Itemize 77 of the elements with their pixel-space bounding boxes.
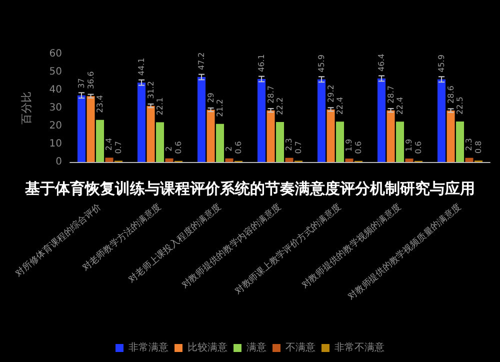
bar xyxy=(86,96,95,162)
data-label: 2 xyxy=(164,146,174,152)
data-label: 0.7 xyxy=(294,141,303,154)
data-label: 0.6 xyxy=(414,141,423,154)
bar xyxy=(465,158,474,162)
data-label: 22.1 xyxy=(156,97,164,116)
data-label: 23.4 xyxy=(96,95,104,113)
bar xyxy=(165,158,174,162)
data-label: 22.2 xyxy=(276,97,284,116)
bar xyxy=(258,79,266,162)
bar xyxy=(285,158,294,162)
bar xyxy=(266,110,275,162)
y-tick-label: 20 xyxy=(49,120,62,132)
legend-label: 非常满意 xyxy=(128,342,168,354)
bar xyxy=(96,120,104,162)
bar xyxy=(378,78,386,162)
data-label: 29 xyxy=(206,92,216,103)
bar xyxy=(446,110,455,162)
bar xyxy=(156,122,164,162)
legend-label: 非常不满意 xyxy=(334,342,384,354)
bar xyxy=(138,82,146,162)
y-tick-label: 10 xyxy=(49,138,62,150)
bar xyxy=(396,122,404,162)
text: 基于体育恢复训练与课程评价系统的节奏满意度评分机制研究与应用 xyxy=(24,180,475,198)
bar xyxy=(438,79,446,162)
y-tick-label: 60 xyxy=(49,48,62,60)
bar xyxy=(276,122,284,162)
bar xyxy=(345,158,354,162)
bar xyxy=(456,122,464,162)
bar xyxy=(405,158,414,162)
data-label: 22.4 xyxy=(396,96,404,115)
data-label: 1.9 xyxy=(404,138,414,152)
legend-label: 不满意 xyxy=(286,342,316,354)
data-label: 29.2 xyxy=(326,84,336,102)
bar xyxy=(146,106,155,162)
data-label: 21.2 xyxy=(216,99,224,117)
data-label: 2.4 xyxy=(104,138,114,151)
data-label: 2 xyxy=(224,146,234,152)
bar xyxy=(386,110,395,162)
bar xyxy=(326,109,335,162)
data-label: 47.2 xyxy=(197,52,206,70)
bar xyxy=(336,122,344,162)
data-label: 28.7 xyxy=(386,86,396,104)
y-axis-title: 百分比 xyxy=(20,92,33,124)
data-label: 31.2 xyxy=(146,81,156,99)
y-tick-label: 50 xyxy=(49,66,62,78)
data-label: 44.1 xyxy=(137,58,146,76)
bar xyxy=(216,124,224,162)
data-label: 46.1 xyxy=(257,54,266,72)
data-label: 28.7 xyxy=(266,86,276,104)
data-label: 0.6 xyxy=(354,141,363,154)
legend-label: 比较满意 xyxy=(188,342,228,354)
data-label: 0.8 xyxy=(474,140,483,154)
data-label: 45.9 xyxy=(317,54,326,72)
data-label: 28.6 xyxy=(446,86,456,104)
data-label: 46.4 xyxy=(377,54,386,72)
data-label: 1.9 xyxy=(344,138,354,152)
data-label: 2.3 xyxy=(284,138,294,151)
y-tick-label: 30 xyxy=(49,102,62,114)
bar xyxy=(198,77,206,162)
bar xyxy=(225,158,234,162)
data-label: 36.6 xyxy=(86,71,96,90)
data-label: 0.6 xyxy=(234,141,243,154)
data-label: 22.5 xyxy=(456,96,464,114)
y-tick-label: 0 xyxy=(56,156,62,168)
y-tick-label: 40 xyxy=(49,84,62,96)
bar xyxy=(318,79,326,162)
data-label: 0.7 xyxy=(114,141,123,154)
bar xyxy=(206,110,215,162)
bar xyxy=(78,95,86,162)
data-label: 22.4 xyxy=(336,96,344,115)
data-label: 37 xyxy=(77,78,86,88)
bar xyxy=(105,158,114,162)
data-label: 2.3 xyxy=(464,138,474,151)
legend-label: 满意 xyxy=(246,342,266,354)
data-label: 0.6 xyxy=(174,141,183,154)
data-label: 45.9 xyxy=(437,54,446,72)
